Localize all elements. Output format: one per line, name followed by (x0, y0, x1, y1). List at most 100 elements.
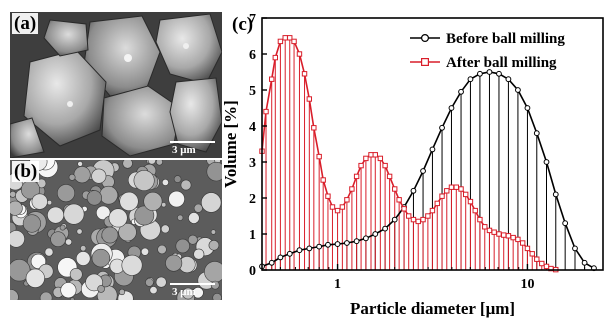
legend: Before ball milling After ball milling (410, 31, 565, 71)
grain (212, 293, 222, 300)
particle-size-distribution-chart: (c) 0 1 2 3 4 5 6 7 1 10 Before ball milling After… (222, 12, 604, 318)
grain (143, 191, 163, 211)
point-1-58 (534, 256, 540, 262)
point-1-20 (353, 173, 360, 180)
grain (204, 261, 222, 283)
x-axis-title: Particle diameter [μm] (350, 299, 515, 318)
point-1-52 (505, 233, 512, 239)
point-1-40 (448, 184, 455, 190)
grain (119, 191, 139, 212)
grain (68, 173, 76, 181)
point-0-18 (429, 146, 436, 153)
point-1-18 (344, 197, 350, 203)
point-0-19 (439, 124, 445, 131)
point-0-26 (505, 76, 512, 83)
point-1-27 (386, 173, 393, 180)
point-1-34 (420, 216, 426, 223)
point-1-48 (486, 227, 493, 234)
point-1-47 (482, 224, 488, 230)
grain (118, 222, 137, 242)
point-0-23 (477, 70, 483, 77)
grain (69, 268, 83, 281)
point-0-14 (391, 216, 398, 223)
y-tick-label-2: 2 (249, 192, 256, 207)
sem-image-after-milling: (b) 3 μm (10, 160, 222, 300)
point-0-20 (448, 105, 455, 111)
grain (168, 190, 185, 208)
legend-label-0: Before ball milling (446, 31, 565, 47)
point-1-39 (444, 188, 450, 194)
grain (77, 161, 83, 167)
point-1-35 (425, 213, 431, 219)
y-tick-label-6: 6 (249, 48, 256, 63)
grain (177, 214, 184, 221)
grain (210, 280, 220, 290)
point-0-32 (562, 220, 569, 227)
y-axis-title: Volume [%] (222, 100, 240, 188)
point-1-55 (519, 240, 526, 246)
point-0-24 (486, 69, 493, 75)
grain (201, 192, 222, 213)
grain (86, 190, 102, 206)
point-1-15 (329, 204, 336, 210)
grain (80, 245, 87, 252)
grain (60, 282, 77, 299)
grain (10, 190, 17, 198)
point-0-5 (306, 245, 313, 252)
point-1-31 (406, 213, 412, 219)
grain (10, 230, 25, 248)
grain (59, 224, 66, 231)
point-1-45 (472, 207, 478, 214)
grain (208, 240, 220, 251)
point-0-1 (268, 259, 275, 266)
legend-marker-1 (421, 57, 430, 66)
point-0-31 (552, 191, 559, 198)
point-1-36 (429, 207, 436, 214)
grain (39, 291, 53, 300)
point-0-16 (410, 187, 417, 194)
grain (160, 224, 170, 234)
point-0-17 (420, 168, 426, 174)
panel-label-b: (b) (12, 161, 40, 182)
point-0-25 (496, 70, 502, 77)
point-0-4 (296, 247, 303, 254)
grain (157, 244, 167, 255)
grain (97, 285, 105, 293)
point-1-56 (524, 245, 531, 252)
grain (25, 268, 45, 288)
panel-label-a: (a) (12, 13, 39, 34)
point-0-8 (334, 241, 341, 247)
grain (122, 160, 133, 169)
point-1-53 (510, 234, 516, 241)
point-1-7 (291, 38, 297, 45)
y-tick-label-0: 0 (249, 264, 256, 279)
point-0-12 (372, 231, 379, 237)
grain (193, 248, 205, 260)
point-0-11 (362, 235, 369, 242)
y-tick-label-1: 1 (249, 228, 256, 243)
point-1-19 (349, 186, 355, 192)
point-1-23 (368, 152, 374, 158)
point-0-33 (572, 245, 578, 252)
grain (161, 178, 169, 186)
legend-marker-0 (421, 33, 430, 42)
grain (22, 214, 41, 233)
point-1-21 (358, 162, 364, 169)
grain (118, 288, 126, 296)
point-1-12 (316, 153, 322, 160)
grain (91, 248, 111, 268)
grain (182, 287, 194, 300)
point-1-3 (272, 54, 278, 61)
scale-bar-label-a: 3 μm (172, 144, 196, 156)
grain (10, 200, 23, 216)
x-tick-label-0: 1 (334, 277, 341, 292)
point-1-60 (543, 263, 550, 270)
point-1-30 (401, 206, 407, 212)
point-1-38 (439, 193, 445, 199)
grain (10, 289, 19, 300)
point-0-3 (286, 250, 293, 257)
grain (187, 234, 198, 245)
point-1-24 (372, 152, 378, 158)
grain (10, 259, 31, 282)
series-after-bars (261, 37, 557, 270)
